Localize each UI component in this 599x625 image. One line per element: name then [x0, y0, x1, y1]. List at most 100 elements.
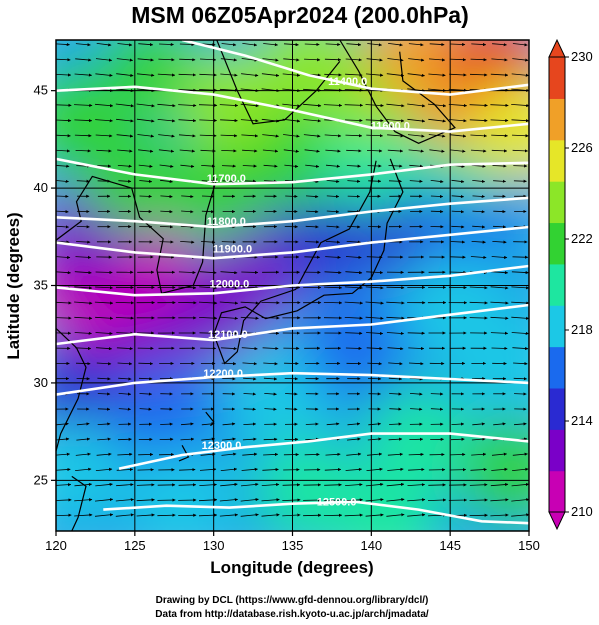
wind-vector: [511, 482, 529, 487]
contour-line: [56, 196, 529, 229]
grid-lines: [56, 40, 529, 531]
wind-vector: [219, 88, 239, 92]
wind-vector: [179, 149, 196, 153]
colorbar-segment: [549, 429, 565, 472]
y-axis: 25 30 35 40 45: [34, 83, 56, 487]
wind-vector: [324, 467, 342, 472]
wind-vector: [240, 497, 259, 502]
wind-vector: [283, 43, 299, 47]
chart-title: MSM 06Z05Apr2024 (200.0hPa): [131, 2, 469, 28]
wind-vector: [512, 149, 529, 153]
wind-vector: [511, 513, 529, 517]
wind-vector: [199, 483, 217, 487]
field-blob: [453, 311, 529, 416]
wind-vector: [386, 286, 405, 290]
wind-vector: [449, 73, 467, 77]
wind-vector: [407, 134, 425, 138]
wind-vector: [365, 316, 384, 320]
wind-vector: [407, 498, 426, 502]
wind-vector: [469, 286, 488, 290]
wind-vector: [220, 346, 237, 351]
colorbar-segment: [549, 139, 565, 182]
wind-vector: [303, 134, 321, 138]
wind-vector: [181, 194, 194, 199]
wind-vector: [136, 73, 155, 77]
wind-vector: [180, 240, 195, 244]
colorbar-tick-label: 218: [571, 322, 593, 337]
wind-vector: [220, 118, 238, 123]
wind-vector: [324, 286, 343, 290]
wind-vector: [263, 43, 279, 47]
wind-vector: [116, 73, 134, 77]
wind-vector: [512, 58, 529, 62]
wind-vector: [491, 467, 508, 471]
wind-vector: [74, 316, 93, 320]
wind-vector: [283, 58, 300, 62]
wind-vector: [138, 42, 154, 47]
wind-vector: [96, 362, 112, 366]
wind-vector: [511, 134, 529, 138]
wind-vector: [139, 392, 153, 396]
wind-vector: [305, 225, 319, 229]
wind-vector: [347, 179, 361, 183]
credit-drawing: Drawing by DCL (https://www.gfd-dennou.o…: [156, 595, 429, 606]
wind-vector: [240, 88, 259, 93]
height-contours: 11400.0 11600.0 11700.0 11800.0 11900.0 12000…: [56, 40, 529, 525]
wind-vector: [490, 482, 509, 487]
wind-vector: [56, 271, 71, 275]
wind-vector: [470, 58, 487, 62]
wind-vector: [450, 42, 466, 47]
wind-vector: [347, 225, 361, 229]
wind-vector: [75, 452, 91, 456]
wind-vector: [408, 149, 424, 153]
wind-vector: [367, 377, 382, 381]
wind-vector: [157, 73, 176, 77]
wind-vector: [449, 270, 467, 275]
wind-vector: [323, 498, 343, 502]
wind-vector: [450, 437, 465, 441]
wind-vector: [367, 43, 383, 47]
contour-label: 11400.0: [328, 76, 367, 88]
wind-vector: [386, 119, 405, 123]
wind-vector: [303, 88, 322, 92]
contour-label: 12200.0: [203, 368, 243, 380]
wind-vector: [513, 362, 528, 366]
wind-vector: [493, 209, 506, 214]
wind-vector: [117, 149, 133, 153]
wind-vector: [94, 103, 114, 108]
coastline: [56, 175, 218, 295]
wind-vector: [469, 498, 488, 502]
wind-vector: [263, 362, 278, 366]
wind-vector: [367, 437, 382, 441]
wind-vector: [344, 286, 363, 290]
wind-vector: [490, 316, 509, 320]
wind-vector: [511, 119, 529, 123]
wind-vector: [179, 468, 196, 472]
wind-vector: [75, 467, 92, 471]
wind-vector: [491, 271, 509, 275]
contour-label: 12000.0: [210, 278, 250, 290]
wind-vector: [241, 467, 258, 471]
wind-vector: [326, 225, 340, 229]
wind-vector: [326, 194, 340, 199]
wind-vector: [159, 240, 174, 244]
contour-label: 11700.0: [207, 173, 246, 185]
wind-vector: [240, 301, 259, 305]
wind-vector: [430, 179, 444, 184]
wind-vector: [365, 498, 384, 502]
wind-vector: [201, 437, 216, 441]
wind-vector: [115, 103, 135, 108]
wind-vector: [512, 346, 529, 351]
wind-vector: [347, 209, 361, 214]
wind-vector: [74, 271, 92, 275]
wind-vector: [199, 134, 217, 138]
wind-vector: [285, 407, 298, 411]
x-tick-label: 130: [203, 538, 225, 553]
wind-vector: [428, 483, 446, 487]
field-blob: [256, 438, 361, 531]
wind-vector: [470, 149, 487, 153]
wind-vector: [365, 301, 384, 305]
wind-vector: [74, 301, 93, 305]
wind-vector: [116, 346, 133, 351]
